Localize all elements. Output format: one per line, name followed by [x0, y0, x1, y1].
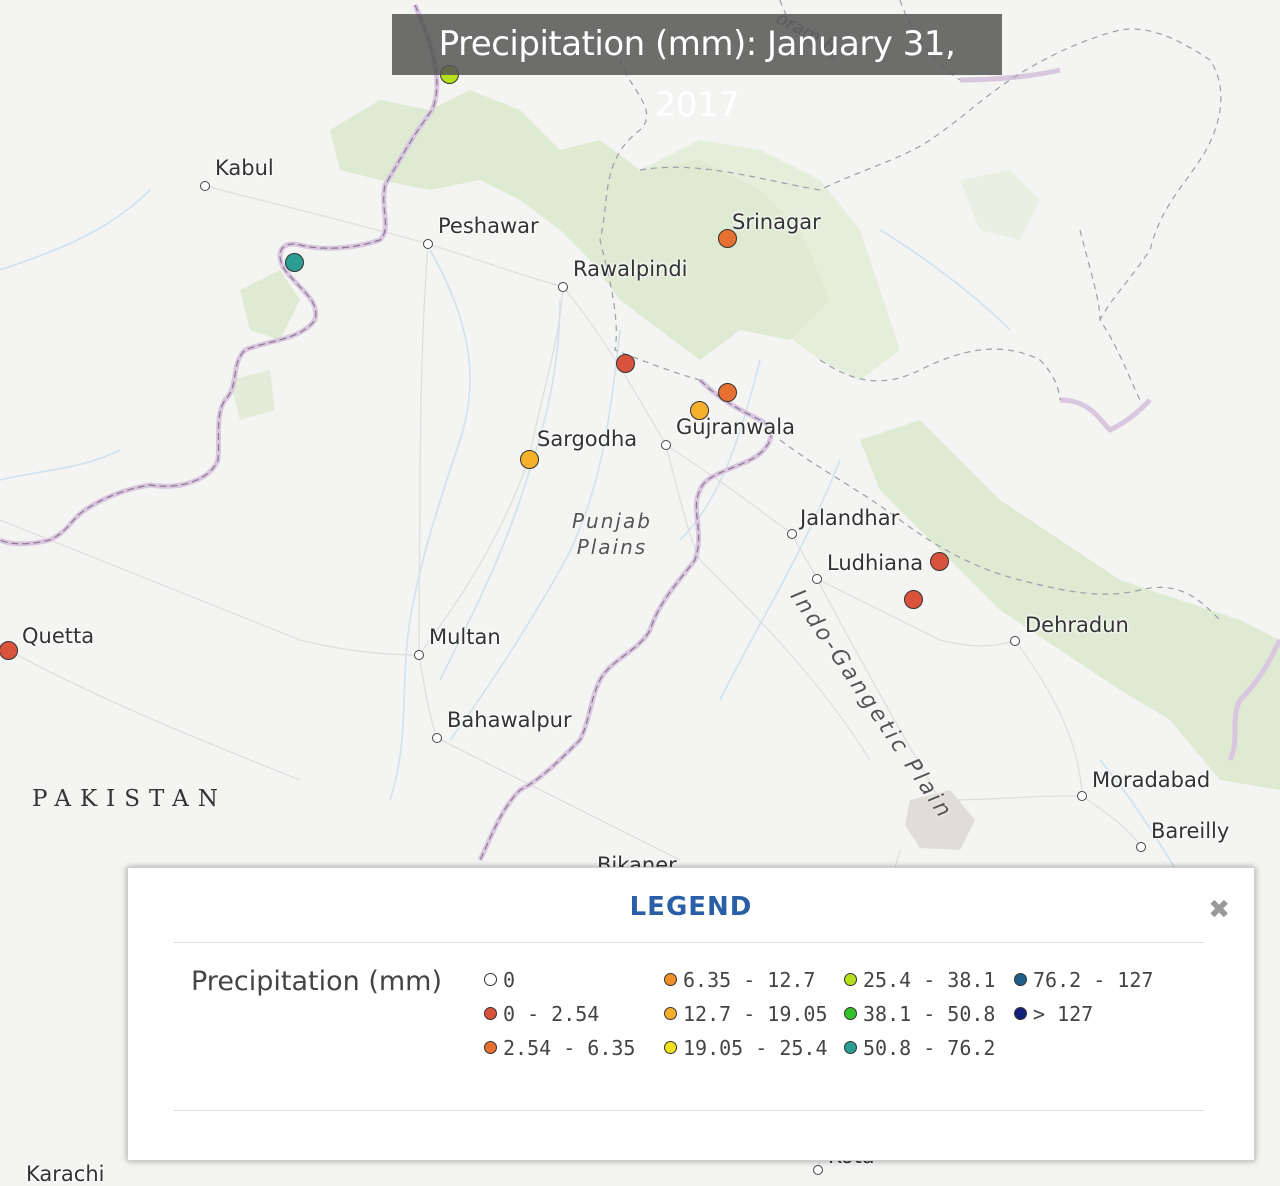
disputed-boundary	[599, 0, 1222, 621]
city-label-dehradun: Dehradun	[1025, 613, 1129, 637]
legend-swatch-icon	[844, 973, 857, 986]
legend-item-label: 6.35 - 12.7	[683, 968, 816, 992]
legend-item-label: > 127	[1033, 1002, 1094, 1026]
legend-item: 12.7 - 19.05	[664, 1002, 828, 1026]
legend-item: 76.2 - 127	[1014, 968, 1153, 992]
legend-item-label: 38.1 - 50.8	[863, 1002, 996, 1026]
city-marker-bahawalpur[interactable]	[432, 733, 442, 743]
city-label-rawalpindi: Rawalpindi	[573, 257, 688, 281]
station-quetta[interactable]	[0, 641, 18, 660]
legend-swatch-icon	[484, 1041, 497, 1054]
station-srinagar[interactable]	[718, 229, 737, 248]
legend-item-label: 12.7 - 19.05	[683, 1002, 828, 1026]
station-gujranwala[interactable]	[690, 401, 709, 420]
city-label-karachi: Karachi	[26, 1162, 105, 1186]
city-marker-gujranwala[interactable]	[661, 440, 671, 450]
river-layer	[0, 189, 1221, 941]
urban-area	[905, 790, 975, 850]
station-ludhiana-east[interactable]	[930, 552, 949, 571]
close-icon[interactable]: ✖	[1208, 894, 1230, 924]
city-marker-peshawar[interactable]	[423, 239, 433, 249]
legend-item-label: 76.2 - 127	[1033, 968, 1154, 992]
country-label-pakistan: PAKISTAN	[32, 786, 227, 812]
city-label-srinagar: Srinagar	[732, 210, 821, 234]
legend-divider-top	[174, 942, 1204, 943]
legend-item-label: 25.4 - 38.1	[863, 968, 996, 992]
legend-item: 50.8 - 76.2	[844, 1036, 995, 1060]
station-afghan-border[interactable]	[285, 253, 304, 272]
legend-item: 0	[484, 968, 515, 992]
city-marker-moradabad[interactable]	[1077, 791, 1087, 801]
city-label-sargodha: Sargodha	[537, 427, 638, 451]
legend-swatch-icon	[664, 1041, 677, 1054]
station-sargodha[interactable]	[520, 450, 539, 469]
legend-swatch-icon	[664, 973, 677, 986]
city-label-ludhiana: Ludhiana	[827, 551, 924, 575]
region-line-1: Punjab	[572, 509, 652, 533]
legend-divider-bottom	[174, 1110, 1204, 1111]
legend-item-label: 19.05 - 25.4	[683, 1036, 828, 1060]
legend-item: 19.05 - 25.4	[664, 1036, 828, 1060]
city-marker-kota[interactable]	[813, 1165, 823, 1175]
legend-panel: LEGEND ✖ Precipitation (mm) 0 0 - 2.54 2.5…	[127, 867, 1255, 1161]
legend-item-label: 50.8 - 76.2	[863, 1036, 996, 1060]
region-line-2: Plains	[576, 535, 648, 559]
city-marker-jalandhar[interactable]	[787, 529, 797, 539]
legend-swatch-icon	[664, 1007, 677, 1020]
legend-item-label: 0	[503, 968, 516, 992]
map-title: Precipitation (mm): January 31, 2017	[392, 14, 1002, 125]
legend-variable-label: Precipitation (mm)	[191, 966, 443, 997]
legend-item: > 127	[1014, 1002, 1093, 1026]
city-label-multan: Multan	[429, 625, 501, 649]
legend-swatch-icon	[844, 1041, 857, 1054]
region-label-punjab-plains: Punjab Plains	[572, 508, 652, 560]
legend-swatch-icon	[484, 1007, 497, 1020]
legend-item-label: 0 - 2.54	[503, 1002, 600, 1026]
vegetation-layer	[230, 90, 1280, 790]
legend-item-label: 2.54 - 6.35	[503, 1036, 636, 1060]
legend-item: 6.35 - 12.7	[664, 968, 815, 992]
city-label-peshawar: Peshawar	[438, 214, 539, 238]
legend-swatch-icon	[844, 1007, 857, 1020]
city-marker-bareilly[interactable]	[1136, 842, 1146, 852]
legend-swatch-icon	[1014, 1007, 1027, 1020]
legend-swatch-icon	[484, 973, 497, 986]
city-marker-ludhiana[interactable]	[812, 574, 822, 584]
station-ludhiana-south[interactable]	[904, 590, 923, 609]
legend-item: 38.1 - 50.8	[844, 1002, 995, 1026]
city-marker-multan[interactable]	[414, 650, 424, 660]
legend-item: 0 - 2.54	[484, 1002, 599, 1026]
legend-item: 25.4 - 38.1	[844, 968, 995, 992]
legend-title: LEGEND	[629, 892, 753, 922]
city-marker-dehradun[interactable]	[1010, 636, 1020, 646]
city-label-moradabad: Moradabad	[1092, 768, 1211, 792]
city-label-bahawalpur: Bahawalpur	[447, 708, 572, 732]
legend-swatch-icon	[1014, 973, 1027, 986]
city-label-kabul: Kabul	[215, 156, 274, 180]
city-label-jalandhar: Jalandhar	[800, 506, 900, 530]
station-sialkot[interactable]	[718, 383, 737, 402]
city-label-bareilly: Bareilly	[1151, 819, 1230, 843]
city-marker-rawalpindi[interactable]	[558, 282, 568, 292]
station-jhelum[interactable]	[616, 354, 635, 373]
legend-item: 2.54 - 6.35	[484, 1036, 635, 1060]
city-label-quetta: Quetta	[22, 624, 95, 648]
city-marker-kabul[interactable]	[200, 181, 210, 191]
